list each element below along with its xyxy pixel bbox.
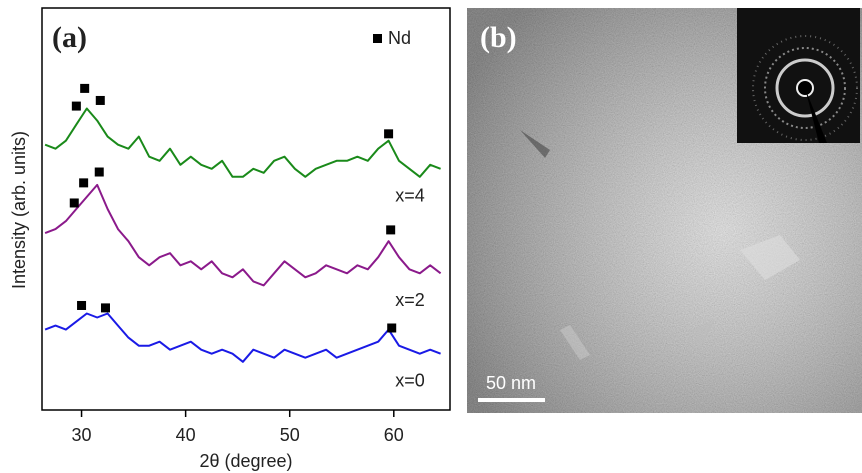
x-tick-label: 60	[384, 425, 404, 445]
nd-marker	[79, 178, 89, 188]
chart-title: (a)	[52, 21, 87, 54]
nd-marker	[77, 300, 87, 310]
series-label: x=0	[395, 370, 425, 390]
series-line	[44, 107, 441, 178]
series-line	[44, 183, 442, 287]
nd-marker	[94, 167, 104, 177]
nd-marker	[100, 303, 110, 313]
x-axis-label: 2θ (degree)	[199, 451, 292, 471]
nd-marker	[387, 323, 397, 333]
nd-marker	[95, 95, 105, 105]
legend-label: Nd	[388, 28, 411, 48]
tem-image: 50 nm (b)	[467, 8, 862, 413]
nd-marker	[80, 83, 90, 93]
y-axis-label: Intensity (arb. units)	[9, 131, 29, 289]
nd-marker	[386, 225, 396, 235]
x-tick-label: 50	[280, 425, 300, 445]
series-line	[44, 312, 441, 363]
series-label: x=2	[395, 290, 425, 310]
nd-marker	[384, 129, 394, 139]
x-tick-label: 30	[72, 425, 92, 445]
plot-frame	[41, 7, 451, 411]
nd-marker	[71, 101, 81, 111]
x-tick-label: 40	[176, 425, 196, 445]
legend-marker	[373, 34, 382, 43]
scale-bar-label: 50 nm	[486, 373, 536, 393]
nd-marker	[69, 198, 79, 208]
series-label: x=4	[395, 186, 425, 206]
panel-label: (b)	[480, 21, 517, 54]
